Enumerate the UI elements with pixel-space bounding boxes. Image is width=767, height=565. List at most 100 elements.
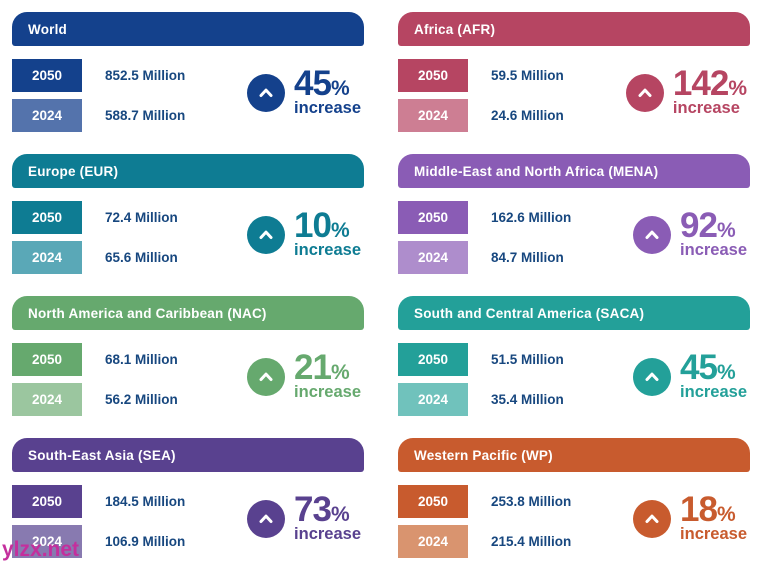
region-card-body: 2050 852.5 Million 2024 588.7 Million 45… [12,59,364,132]
value-2050: 68.1 Million [105,352,178,367]
increase-label: increase [680,524,747,543]
row-2050: 2050 852.5 Million [12,59,185,92]
increase-indicator: 21% increase [247,350,361,401]
watermark: ylzx.net [2,538,80,561]
percent-line: 142% [673,66,747,101]
percent-block: 45% increase [680,350,747,401]
increase-label: increase [680,240,747,259]
region-card-header: Africa (AFR) [398,12,750,46]
row-2024: 2024 65.6 Million [12,241,178,274]
year-value-rows: 2050 184.5 Million 2024 106.9 Million [12,485,185,558]
region-card: South and Central America (SACA) 2050 51… [398,296,750,416]
value-2024: 588.7 Million [105,108,186,123]
row-2050: 2050 59.5 Million [398,59,564,92]
year-badge-2050: 2050 [398,485,468,518]
value-2024: 35.4 Million [491,392,564,407]
year-badge-2024: 2024 [12,383,82,416]
percent-sign: % [330,361,350,385]
region-card-body: 2050 51.5 Million 2024 35.4 Million 45% … [398,343,750,416]
year-value-rows: 2050 59.5 Million 2024 24.6 Million [398,59,564,132]
year-badge-2050: 2050 [398,201,468,234]
year-value-rows: 2050 162.6 Million 2024 84.7 Million [398,201,571,274]
row-2050: 2050 253.8 Million [398,485,571,518]
year-badge-2024: 2024 [398,99,468,132]
percent-value: 18 [680,490,718,530]
percent-block: 142% increase [673,66,747,117]
percent-sign: % [716,503,736,527]
percent-sign: % [728,77,747,101]
percent-line: 45% [680,350,747,385]
row-2024: 2024 84.7 Million [398,241,571,274]
chevron-up-icon [247,357,286,396]
region-card: Western Pacific (WP) 2050 253.8 Million … [398,438,750,558]
region-card: South-East Asia (SEA) 2050 184.5 Million… [12,438,364,558]
increase-indicator: 10% increase [247,208,361,259]
value-2024: 84.7 Million [491,250,564,265]
year-badge-2050: 2050 [12,485,82,518]
percent-block: 18% increase [680,492,747,543]
percent-line: 10% [294,208,361,243]
row-2024: 2024 24.6 Million [398,99,564,132]
year-badge-2050: 2050 [398,59,468,92]
percent-line: 73% [294,492,361,527]
year-badge-2050: 2050 [12,201,82,234]
value-2024: 215.4 Million [491,534,572,549]
region-card-header: World [12,12,364,46]
chevron-up-icon [625,73,664,112]
year-badge-2024: 2024 [398,525,468,558]
year-value-rows: 2050 68.1 Million 2024 56.2 Million [12,343,178,416]
percent-line: 45% [294,66,361,101]
value-2050: 72.4 Million [105,210,178,225]
value-2050: 162.6 Million [491,210,572,225]
value-2050: 852.5 Million [105,68,186,83]
percent-value: 45 [680,348,718,388]
value-2050: 253.8 Million [491,494,572,509]
percent-line: 18% [680,492,747,527]
region-card: Europe (EUR) 2050 72.4 Million 2024 65.6… [12,154,364,274]
increase-indicator: 18% increase [633,492,747,543]
row-2024: 2024 215.4 Million [398,525,571,558]
region-card-header: Middle-East and North Africa (MENA) [398,154,750,188]
row-2050: 2050 184.5 Million [12,485,185,518]
region-title: South-East Asia (SEA) [28,447,176,463]
percent-value: 21 [294,348,332,388]
year-value-rows: 2050 51.5 Million 2024 35.4 Million [398,343,564,416]
year-badge-2024: 2024 [12,99,82,132]
row-2024: 2024 588.7 Million [12,99,185,132]
value-2050: 51.5 Million [491,352,564,367]
chevron-up-icon [633,215,672,254]
row-2024: 2024 56.2 Million [12,383,178,416]
year-badge-2050: 2050 [398,343,468,376]
percent-sign: % [330,503,350,527]
percent-value: 10 [294,206,332,246]
region-title: Africa (AFR) [414,21,496,37]
percent-block: 73% increase [294,492,361,543]
region-title: Middle-East and North Africa (MENA) [414,163,659,179]
percent-block: 10% increase [294,208,361,259]
increase-label: increase [294,524,361,543]
increase-label: increase [294,98,361,117]
region-card-header: South-East Asia (SEA) [12,438,364,472]
year-badge-2050: 2050 [12,343,82,376]
row-2050: 2050 162.6 Million [398,201,571,234]
row-2024: 2024 106.9 Million [12,525,185,558]
percent-sign: % [716,361,736,385]
year-value-rows: 2050 253.8 Million 2024 215.4 Million [398,485,571,558]
value-2024: 56.2 Million [105,392,178,407]
increase-indicator: 73% increase [247,492,361,543]
region-card-header: South and Central America (SACA) [398,296,750,330]
percent-sign: % [716,219,736,243]
percent-block: 21% increase [294,350,361,401]
percent-block: 92% increase [680,208,747,259]
region-card-body: 2050 184.5 Million 2024 106.9 Million 73… [12,485,364,558]
percent-sign: % [330,77,350,101]
percent-value: 45 [294,64,332,104]
region-card-body: 2050 72.4 Million 2024 65.6 Million 10% … [12,201,364,274]
year-badge-2024: 2024 [398,383,468,416]
region-card-body: 2050 253.8 Million 2024 215.4 Million 18… [398,485,750,558]
chevron-up-icon [633,357,672,396]
region-card: Middle-East and North Africa (MENA) 2050… [398,154,750,274]
region-card: North America and Caribbean (NAC) 2050 6… [12,296,364,416]
year-badge-2024: 2024 [12,241,82,274]
